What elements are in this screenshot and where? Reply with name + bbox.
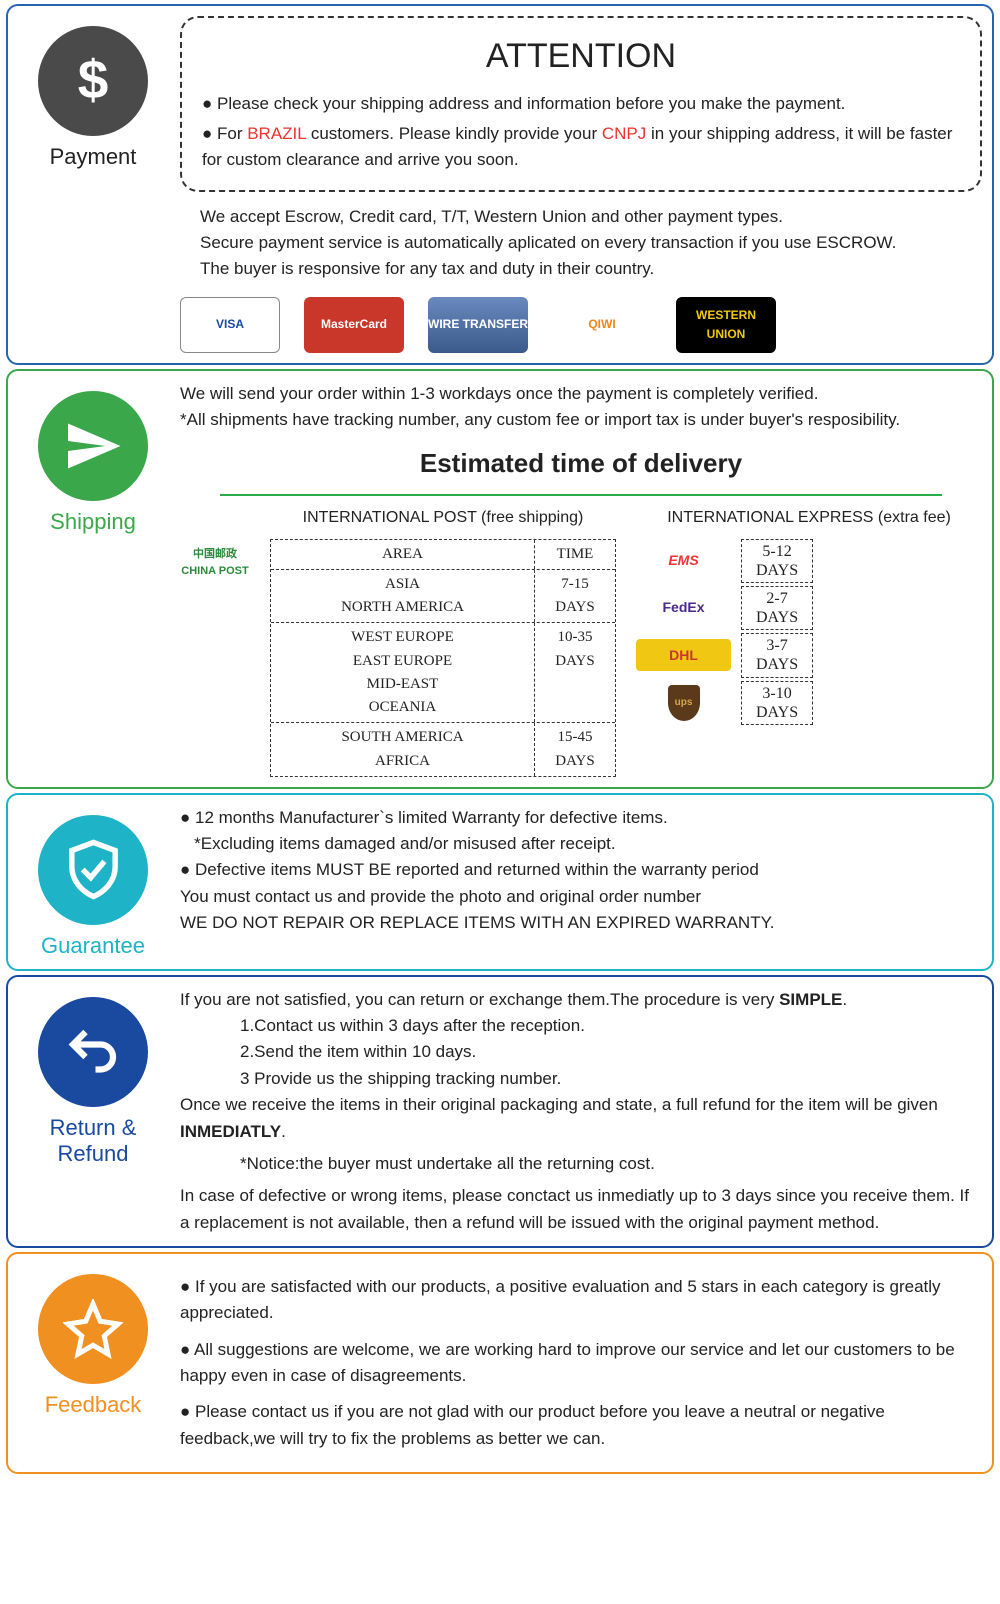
attention-title: ATTENTION — [202, 30, 960, 83]
payment-section: $ Payment ATTENTION ● Please check your … — [6, 4, 994, 365]
payment-note: The buyer is responsive for any tax and … — [200, 256, 982, 282]
attention-box: ATTENTION ● Please check your shipping a… — [180, 16, 982, 192]
express-row: FedEx 2-7 DAYS — [636, 586, 982, 630]
payment-side: $ Payment — [18, 16, 168, 353]
return-label: Return & Refund — [18, 1115, 168, 1167]
payment-card: QIWI — [552, 297, 652, 353]
est-title: Estimated time of delivery — [180, 443, 982, 483]
star-icon — [38, 1274, 148, 1384]
carrier-logo: FedEx — [636, 592, 731, 624]
express-row: ups 3-10 DAYS — [636, 681, 982, 725]
shipping-content: We will send your order within 1-3 workd… — [180, 381, 982, 777]
post-column: INTERNATIONAL POST (free shipping) AREAT… — [270, 506, 616, 777]
payment-content: ATTENTION ● Please check your shipping a… — [180, 16, 982, 353]
return-steps: 1.Contact us within 3 days after the rec… — [240, 1013, 982, 1092]
carrier-logo: EMS — [636, 545, 731, 577]
table-row: SOUTH AMERICA AFRICA15-45 DAYS — [271, 723, 615, 776]
attention-bullet: ● Please check your shipping address and… — [202, 91, 960, 117]
return-step: 1.Contact us within 3 days after the rec… — [240, 1013, 982, 1039]
return-arrow-icon — [38, 997, 148, 1107]
guarantee-line: *Excluding items damaged and/or misused … — [180, 831, 982, 857]
delivery-columns: 中国邮政 CHINA POST INTERNATIONAL POST (free… — [180, 506, 982, 777]
express-rows: EMS 5-12 DAYS FedEx 2-7 DAYS DHL 3-7 DAYS ups 3… — [636, 539, 982, 726]
return-step: 2.Send the item within 10 days. — [240, 1039, 982, 1065]
express-row: DHL 3-7 DAYS — [636, 633, 982, 677]
divider — [220, 494, 942, 496]
payment-card: VISA — [180, 297, 280, 353]
payment-notes: We accept Escrow, Credit card, T/T, West… — [200, 204, 982, 283]
feedback-bullet: ● Please contact us if you are not glad … — [180, 1399, 982, 1452]
express-time: 3-7 DAYS — [741, 633, 813, 677]
express-time: 2-7 DAYS — [741, 586, 813, 630]
guarantee-content: ● 12 months Manufacturer`s limited Warra… — [180, 805, 982, 959]
table-row: AREATIME — [271, 540, 615, 570]
guarantee-side: Guarantee — [18, 805, 168, 959]
return-step: 3 Provide us the shipping tracking numbe… — [240, 1066, 982, 1092]
shipping-intro-line: *All shipments have tracking number, any… — [180, 407, 982, 433]
shipping-intro-line: We will send your order within 1-3 workd… — [180, 381, 982, 407]
express-row: EMS 5-12 DAYS — [636, 539, 982, 583]
return-p3: In case of defective or wrong items, ple… — [180, 1183, 982, 1236]
feedback-side: Feedback — [18, 1264, 168, 1462]
shipping-section: Shipping We will send your order within … — [6, 369, 994, 789]
feedback-bullet: ● All suggestions are welcome, we are wo… — [180, 1337, 982, 1390]
payment-card: WIRE TRANSFER — [428, 297, 528, 353]
return-notice: *Notice:the buyer must undertake all the… — [240, 1151, 982, 1177]
guarantee-section: Guarantee ● 12 months Manufacturer`s lim… — [6, 793, 994, 971]
express-column: INTERNATIONAL EXPRESS (extra fee) EMS 5-1… — [636, 506, 982, 777]
return-side: Return & Refund — [18, 987, 168, 1236]
guarantee-label: Guarantee — [18, 933, 168, 959]
express-time: 3-10 DAYS — [741, 681, 813, 725]
return-section: Return & Refund If you are not satisfied… — [6, 975, 994, 1248]
table-row: ASIA NORTH AMERICA7-15 DAYS — [271, 570, 615, 624]
plane-icon — [38, 391, 148, 501]
table-row: WEST EUROPE EAST EUROPE MID-EAST OCEANIA… — [271, 623, 615, 723]
carrier-logo: DHL — [636, 639, 731, 671]
guarantee-line: WE DO NOT REPAIR OR REPLACE ITEMS WITH A… — [180, 910, 982, 936]
post-table: AREATIMEASIA NORTH AMERICA7-15 DAYSWEST … — [270, 539, 616, 777]
return-p2: Once we receive the items in their origi… — [180, 1092, 982, 1145]
china-post-logo: 中国邮政 CHINA POST — [180, 506, 250, 777]
payment-cards-row: VISA MasterCard WIRE TRANSFER QIWI WESTERN U… — [180, 297, 982, 353]
return-content: If you are not satisfied, you can return… — [180, 987, 982, 1236]
feedback-bullet: ● If you are satisfacted with our produc… — [180, 1274, 982, 1327]
feedback-label: Feedback — [18, 1392, 168, 1418]
express-time: 5-12 DAYS — [741, 539, 813, 583]
guarantee-line: ● 12 months Manufacturer`s limited Warra… — [180, 805, 982, 831]
payment-note: Secure payment service is automatically … — [200, 230, 982, 256]
return-p1: If you are not satisfied, you can return… — [180, 987, 982, 1013]
express-head: INTERNATIONAL EXPRESS (extra fee) — [636, 506, 982, 531]
shipping-side: Shipping — [18, 381, 168, 777]
payment-label: Payment — [18, 144, 168, 170]
shipping-label: Shipping — [18, 509, 168, 535]
guarantee-line: ● Defective items MUST BE reported and r… — [180, 857, 982, 883]
shield-check-icon — [38, 815, 148, 925]
payment-card: MasterCard — [304, 297, 404, 353]
attention-bullets: ● Please check your shipping address and… — [202, 91, 960, 174]
svg-text:$: $ — [78, 51, 109, 111]
shipping-intro: We will send your order within 1-3 workd… — [180, 381, 982, 434]
attention-bullet: ● For BRAZIL customers. Please kindly pr… — [202, 121, 960, 174]
feedback-content: ● If you are satisfacted with our produc… — [180, 1264, 982, 1462]
feedback-section: Feedback ● If you are satisfacted with o… — [6, 1252, 994, 1474]
payment-card: WESTERN UNION — [676, 297, 776, 353]
guarantee-line: You must contact us and provide the phot… — [180, 884, 982, 910]
post-head: INTERNATIONAL POST (free shipping) — [270, 506, 616, 531]
payment-note: We accept Escrow, Credit card, T/T, West… — [200, 204, 982, 230]
dollar-icon: $ — [38, 26, 148, 136]
carrier-logo: ups — [636, 685, 731, 721]
